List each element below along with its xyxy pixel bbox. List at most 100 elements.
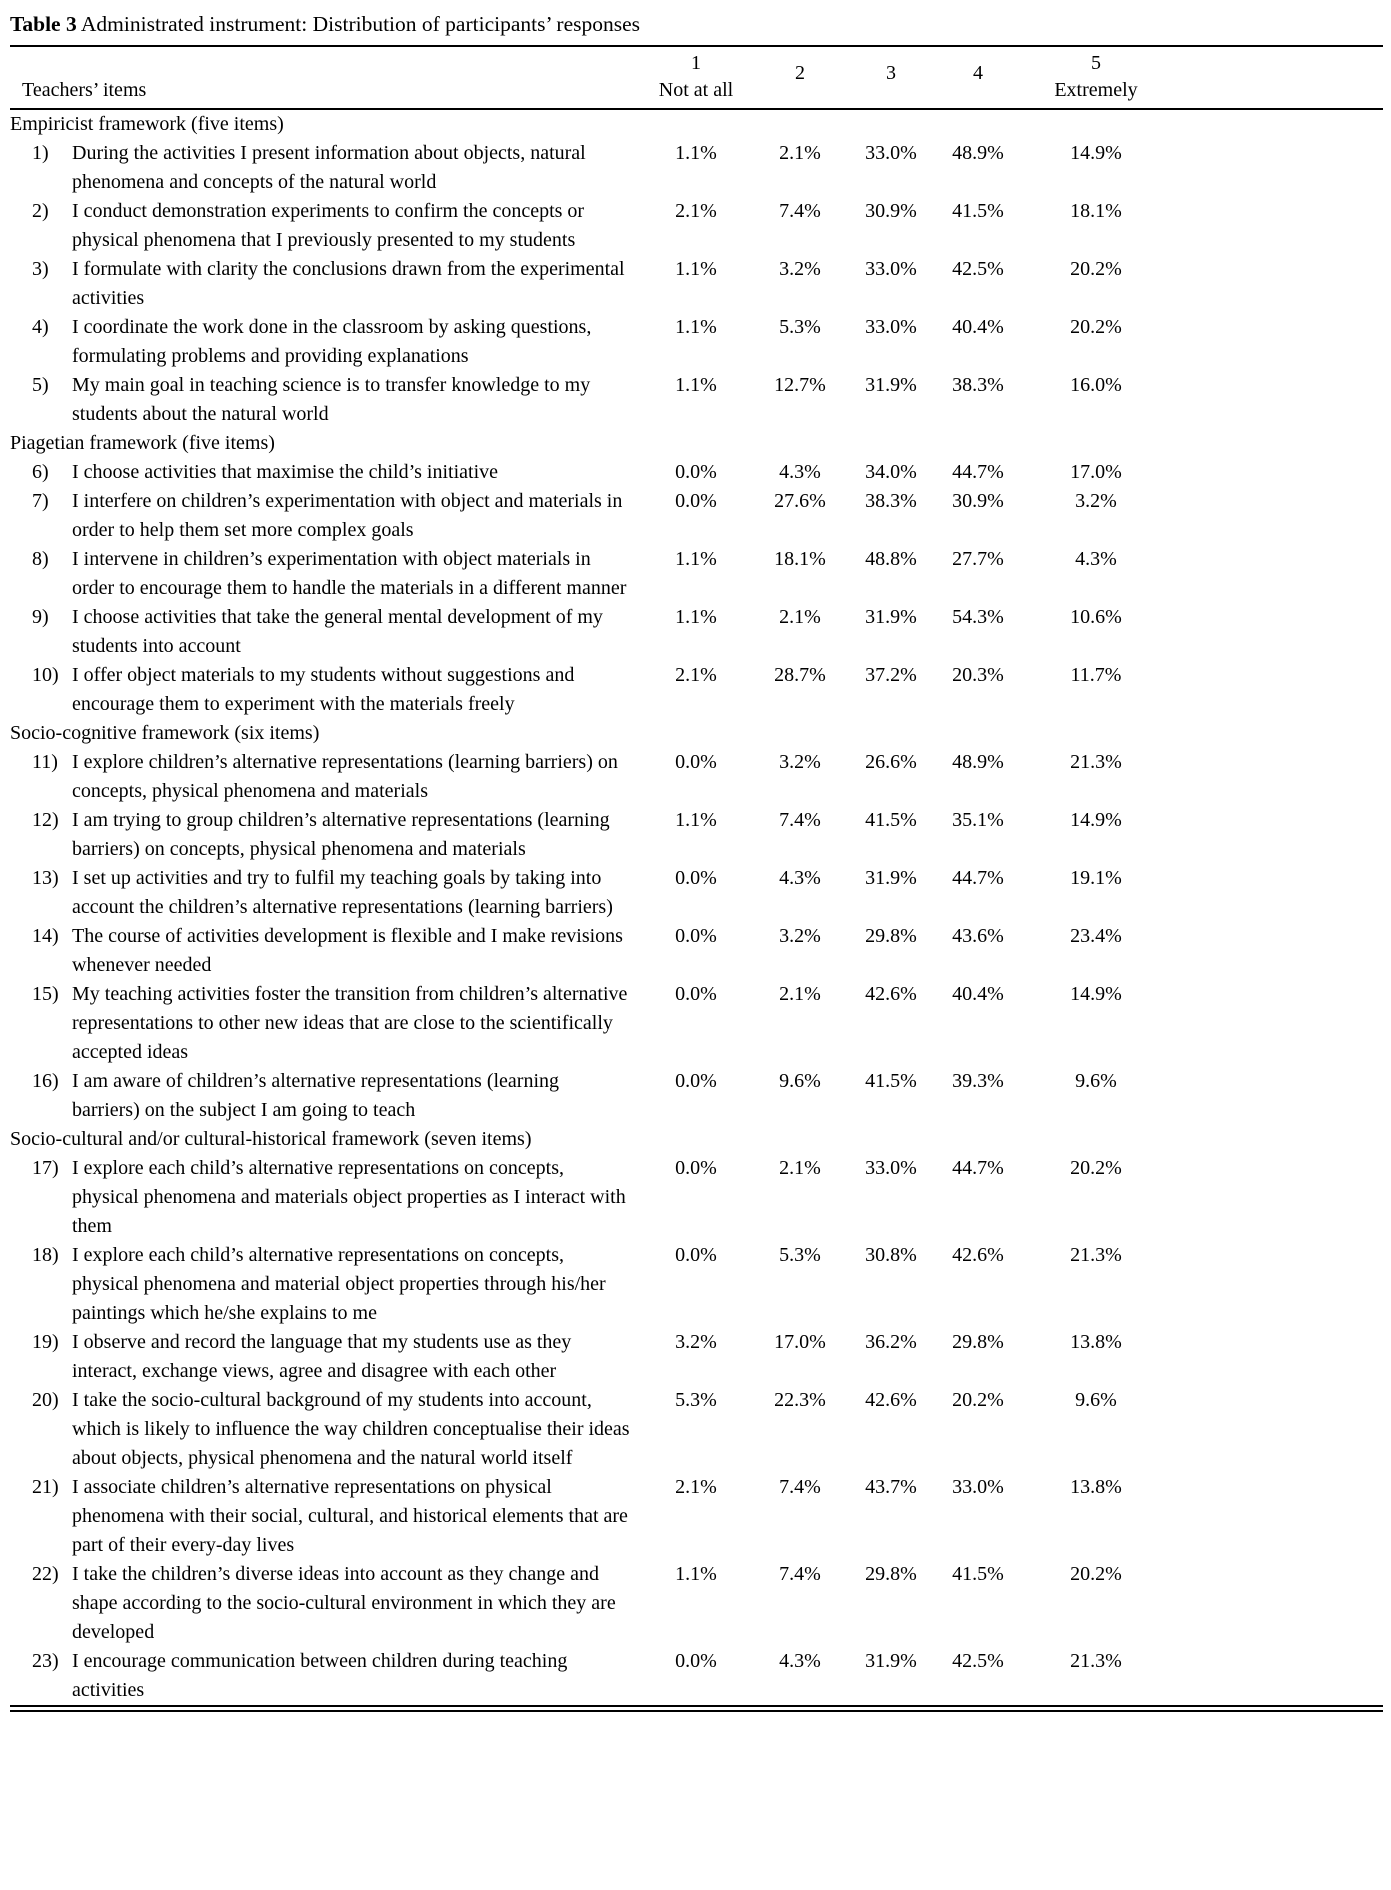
row-filler [1170,545,1383,603]
response-percentage: 9.6% [1075,1389,1117,1411]
table-row: 18) I explore each child’s alternative re… [10,1241,1383,1328]
response-percentage: 17.0% [774,1331,826,1353]
framework-section-row: Socio-cultural and/or cultural-historica… [10,1125,1383,1154]
table-row: 7) I interfere on children’s experimentat… [10,487,1383,545]
response-percentage: 31.9% [865,1650,917,1672]
table-header-row: Teachers’ items 1 Not at all 2 3 4 5 Ext… [10,46,1383,109]
response-percentage: 0.0% [675,983,717,1005]
table-row: 12) I am trying to group children’s alter… [10,806,1383,864]
scale-number-4: 4 [973,61,983,84]
row-filler [1170,1647,1383,1709]
framework-section-header: Piagetian framework (five items) [10,432,275,454]
response-percentage: 36.2% [865,1331,917,1353]
response-percentage: 4.3% [779,461,821,483]
response-percentage: 42.5% [952,258,1004,280]
response-percentage: 43.6% [952,925,1004,947]
table-row: 21) I associate children’s alternative re… [10,1473,1383,1560]
response-percentage: 27.6% [774,490,826,512]
framework-section-row: Empiricist framework (five items) [10,109,1383,139]
col-header-not-at-all: 1 Not at all [640,46,752,109]
framework-section-header: Empiricist framework (five items) [10,113,284,135]
response-percentage: 2.1% [675,1476,717,1498]
table-row: 23) I encourage communication between chi… [10,1647,1383,1709]
scale-label-not-at-all: Not at all [658,79,734,101]
response-percentage: 40.4% [952,316,1004,338]
response-percentage: 31.9% [865,606,917,628]
table-row: 14) The course of activities development … [10,922,1383,980]
response-percentage: 2.1% [675,664,717,686]
item-text: I take the socio-cultural background of … [72,1389,630,1469]
table-label: Table 3 [10,12,77,36]
table-body: Empiricist framework (five items) 1) Durin… [10,109,1383,1709]
col-header-4: 4 [934,46,1022,109]
header-filler [1170,46,1383,109]
response-percentage: 34.0% [865,461,917,483]
row-filler [1170,1241,1383,1328]
item-text: I associate children’s alternative repre… [72,1476,628,1556]
item-number: 8) [32,548,49,570]
col-header-extremely: 5 Extremely [1022,46,1170,109]
row-filler [1170,1386,1383,1473]
response-percentage: 41.5% [865,1070,917,1092]
response-percentage: 3.2% [1075,490,1117,512]
item-number: 19) [32,1331,59,1353]
response-percentage: 40.4% [952,983,1004,1005]
row-filler [1170,1560,1383,1647]
response-percentage: 0.0% [675,1157,717,1179]
scale-number-3: 3 [886,61,896,84]
item-text: I formulate with clarity the conclusions… [72,258,625,309]
item-number: 18) [32,1244,59,1266]
response-percentage: 54.3% [952,606,1004,628]
response-percentage: 23.4% [1070,925,1122,947]
item-text: I coordinate the work done in the classr… [72,316,592,367]
response-percentage: 7.4% [779,1476,821,1498]
response-percentage: 2.1% [779,983,821,1005]
item-number: 10) [32,664,59,686]
row-filler [1170,197,1383,255]
response-percentage: 30.9% [865,200,917,222]
response-percentage: 0.0% [675,1244,717,1266]
item-number: 21) [32,1476,59,1498]
row-filler [1170,806,1383,864]
row-filler [1170,1154,1383,1241]
row-filler [1170,139,1383,197]
item-text: During the activities I present informat… [72,142,586,193]
item-text: I take the children’s diverse ideas into… [72,1563,616,1643]
response-percentage: 43.7% [865,1476,917,1498]
response-percentage: 7.4% [779,200,821,222]
response-percentage: 3.2% [675,1331,717,1353]
item-text: I choose activities that maximise the ch… [72,461,499,483]
scale-label-extremely: Extremely [1054,79,1138,101]
response-percentage: 0.0% [675,867,717,889]
scale-number-5: 5 [1091,52,1101,74]
table-row: 15) My teaching activities foster the tra… [10,980,1383,1067]
item-text: I encourage communication between childr… [72,1650,568,1701]
response-percentage: 1.1% [675,1563,717,1585]
scale-number-1: 1 [691,52,701,74]
item-number: 12) [32,809,59,831]
response-percentage: 38.3% [952,374,1004,396]
response-percentage: 3.2% [779,925,821,947]
item-text: I choose activities that take the genera… [72,606,603,657]
table-row: 20) I take the socio-cultural background … [10,1386,1383,1473]
response-percentage: 4.3% [1075,548,1117,570]
row-filler [1170,1328,1383,1386]
response-percentage: 2.1% [779,142,821,164]
response-percentage: 20.2% [1070,1563,1122,1585]
response-percentage: 20.2% [1070,1157,1122,1179]
response-percentage: 28.7% [774,664,826,686]
response-percentage: 0.0% [675,490,717,512]
response-percentage: 0.0% [675,751,717,773]
response-percentage: 14.9% [1070,983,1122,1005]
row-filler [1170,458,1383,487]
response-percentage: 33.0% [865,1157,917,1179]
response-percentage: 0.0% [675,1650,717,1672]
row-filler [1170,255,1383,313]
row-filler [1170,371,1383,429]
item-number: 4) [32,316,49,338]
response-percentage: 19.1% [1070,867,1122,889]
table-row: 11) I explore children’s alternative repr… [10,748,1383,806]
item-number: 16) [32,1070,59,1092]
table-row: 8) I intervene in children’s experimentat… [10,545,1383,603]
table-row: 3) I formulate with clarity the conclusio… [10,255,1383,313]
